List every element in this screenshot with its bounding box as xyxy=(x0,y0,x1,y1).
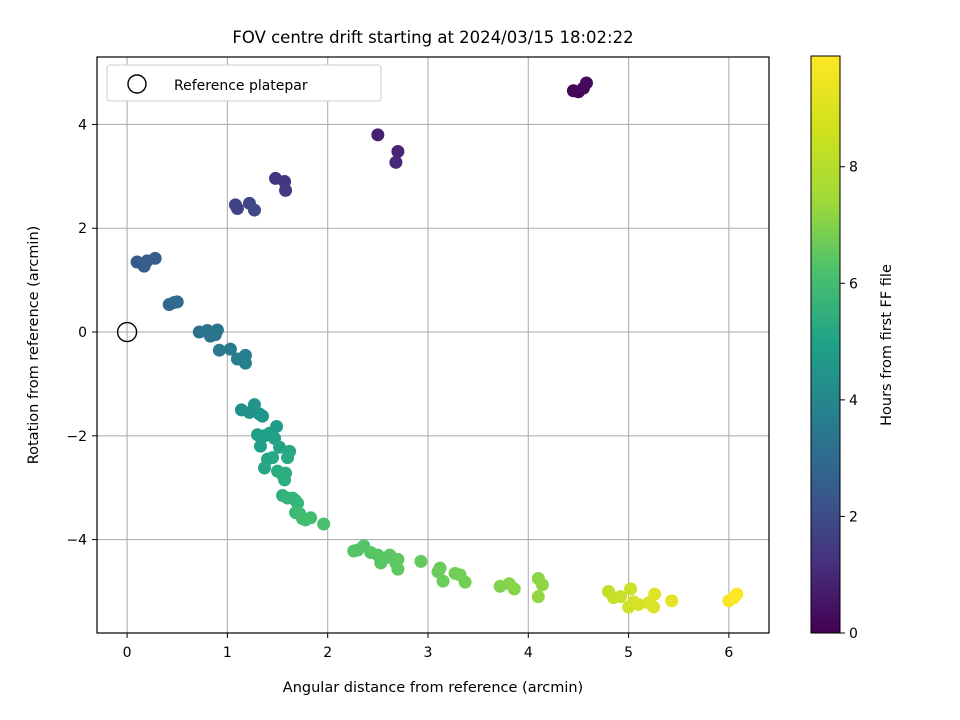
data-point xyxy=(148,251,162,265)
data-point xyxy=(317,517,331,531)
data-point xyxy=(279,183,293,197)
data-point xyxy=(208,328,222,342)
data-point xyxy=(278,473,292,487)
x-tick-label: 2 xyxy=(323,645,332,661)
y-axis-ticks: −4 −2 0 2 4 xyxy=(66,117,97,549)
x-axis-ticks: 0 1 2 3 4 5 6 xyxy=(123,633,733,661)
data-point xyxy=(648,587,662,601)
data-point xyxy=(212,343,226,357)
x-axis-label: Angular distance from reference (arcmin) xyxy=(283,680,583,696)
colorbar-ticks: 0 2 4 6 8 xyxy=(840,160,858,642)
data-point xyxy=(266,451,280,465)
x-tick-label: 3 xyxy=(424,645,433,661)
data-point xyxy=(391,144,405,158)
data-point xyxy=(391,552,405,566)
colorbar-tick-label: 8 xyxy=(849,160,858,176)
data-point xyxy=(531,590,545,604)
data-point xyxy=(253,439,267,453)
data-point xyxy=(230,202,244,216)
data-point xyxy=(647,600,661,614)
data-point xyxy=(389,155,403,169)
data-point xyxy=(535,578,549,592)
y-tick-label: −4 xyxy=(66,533,87,549)
y-tick-label: 4 xyxy=(78,117,87,133)
grid xyxy=(97,57,769,633)
colorbar-tick-label: 6 xyxy=(849,276,858,292)
colorbar-gradient xyxy=(810,55,841,634)
reference-layer xyxy=(116,321,138,343)
data-point xyxy=(371,128,385,142)
reference-platepar-marker xyxy=(116,321,138,343)
colorbar-label: Hours from first FF file xyxy=(879,264,895,426)
colorbar-tick-label: 2 xyxy=(849,509,858,525)
data-point xyxy=(170,295,184,309)
data-point xyxy=(665,594,679,608)
data-point xyxy=(391,562,405,576)
y-tick-label: 0 xyxy=(78,325,87,341)
y-tick-label: −2 xyxy=(66,429,87,445)
legend: Reference platepar xyxy=(106,64,382,102)
data-point xyxy=(624,582,638,596)
x-tick-label: 5 xyxy=(624,645,633,661)
legend-box xyxy=(106,64,382,102)
data-point xyxy=(304,511,318,525)
legend-label: Reference platepar xyxy=(174,78,308,94)
data-point xyxy=(257,461,271,475)
data-point xyxy=(614,590,628,604)
x-tick-label: 0 xyxy=(123,645,132,661)
data-point xyxy=(223,342,237,356)
data-point xyxy=(730,587,744,601)
colorbar-tick-label: 4 xyxy=(849,393,858,409)
y-tick-label: 2 xyxy=(78,221,87,237)
x-tick-label: 1 xyxy=(223,645,232,661)
data-point xyxy=(436,574,450,588)
x-tick-label: 4 xyxy=(524,645,533,661)
data-point xyxy=(458,575,472,589)
data-point xyxy=(273,440,287,454)
y-axis-label: Rotation from reference (arcmin) xyxy=(26,226,42,465)
data-point xyxy=(414,554,428,568)
chart-title: FOV centre drift starting at 2024/03/15 … xyxy=(232,28,633,47)
data-point xyxy=(255,409,269,423)
data-point xyxy=(281,451,295,465)
data-points xyxy=(130,76,744,614)
plot-frame xyxy=(96,56,770,634)
colorbar: 0 2 4 6 8 Hours from first FF file xyxy=(810,55,895,642)
data-point xyxy=(579,76,593,90)
data-point xyxy=(507,582,521,596)
colorbar-tick-label: 0 xyxy=(849,626,858,642)
data-point xyxy=(632,597,646,611)
legend-marker xyxy=(127,74,147,94)
x-tick-label: 6 xyxy=(724,645,733,661)
data-point xyxy=(247,203,261,217)
data-point xyxy=(238,356,252,370)
